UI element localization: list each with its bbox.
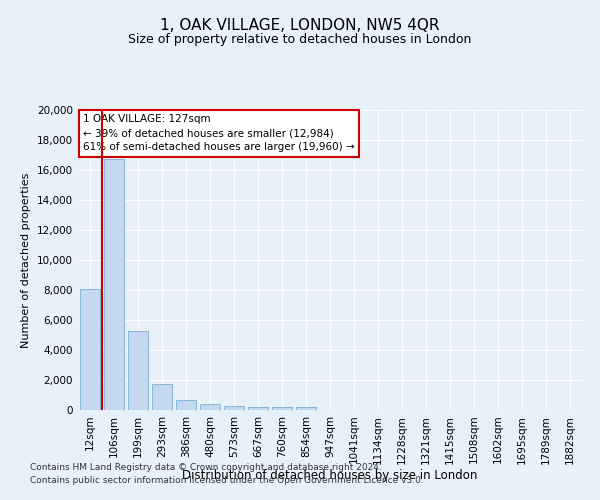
X-axis label: Distribution of detached houses by size in London: Distribution of detached houses by size … [182,469,478,482]
Bar [104,160,124,410]
Bar [128,330,148,410]
Bar [272,407,292,410]
Text: 1 OAK VILLAGE: 127sqm
← 39% of detached houses are smaller (12,984)
61% of semi-: 1 OAK VILLAGE: 127sqm ← 39% of detached … [83,114,355,152]
Bar [296,408,316,410]
Text: Size of property relative to detached houses in London: Size of property relative to detached ho… [128,32,472,46]
Text: Contains public sector information licensed under the Open Government Licence v3: Contains public sector information licen… [30,476,424,485]
Text: Contains HM Land Registry data © Crown copyright and database right 2024.: Contains HM Land Registry data © Crown c… [30,464,382,472]
Bar [224,406,244,410]
Bar [176,400,196,410]
Bar [152,384,172,410]
Bar [80,288,100,410]
Bar [200,404,220,410]
Text: 1, OAK VILLAGE, LONDON, NW5 4QR: 1, OAK VILLAGE, LONDON, NW5 4QR [160,18,440,32]
Bar [248,406,268,410]
Y-axis label: Number of detached properties: Number of detached properties [22,172,31,348]
